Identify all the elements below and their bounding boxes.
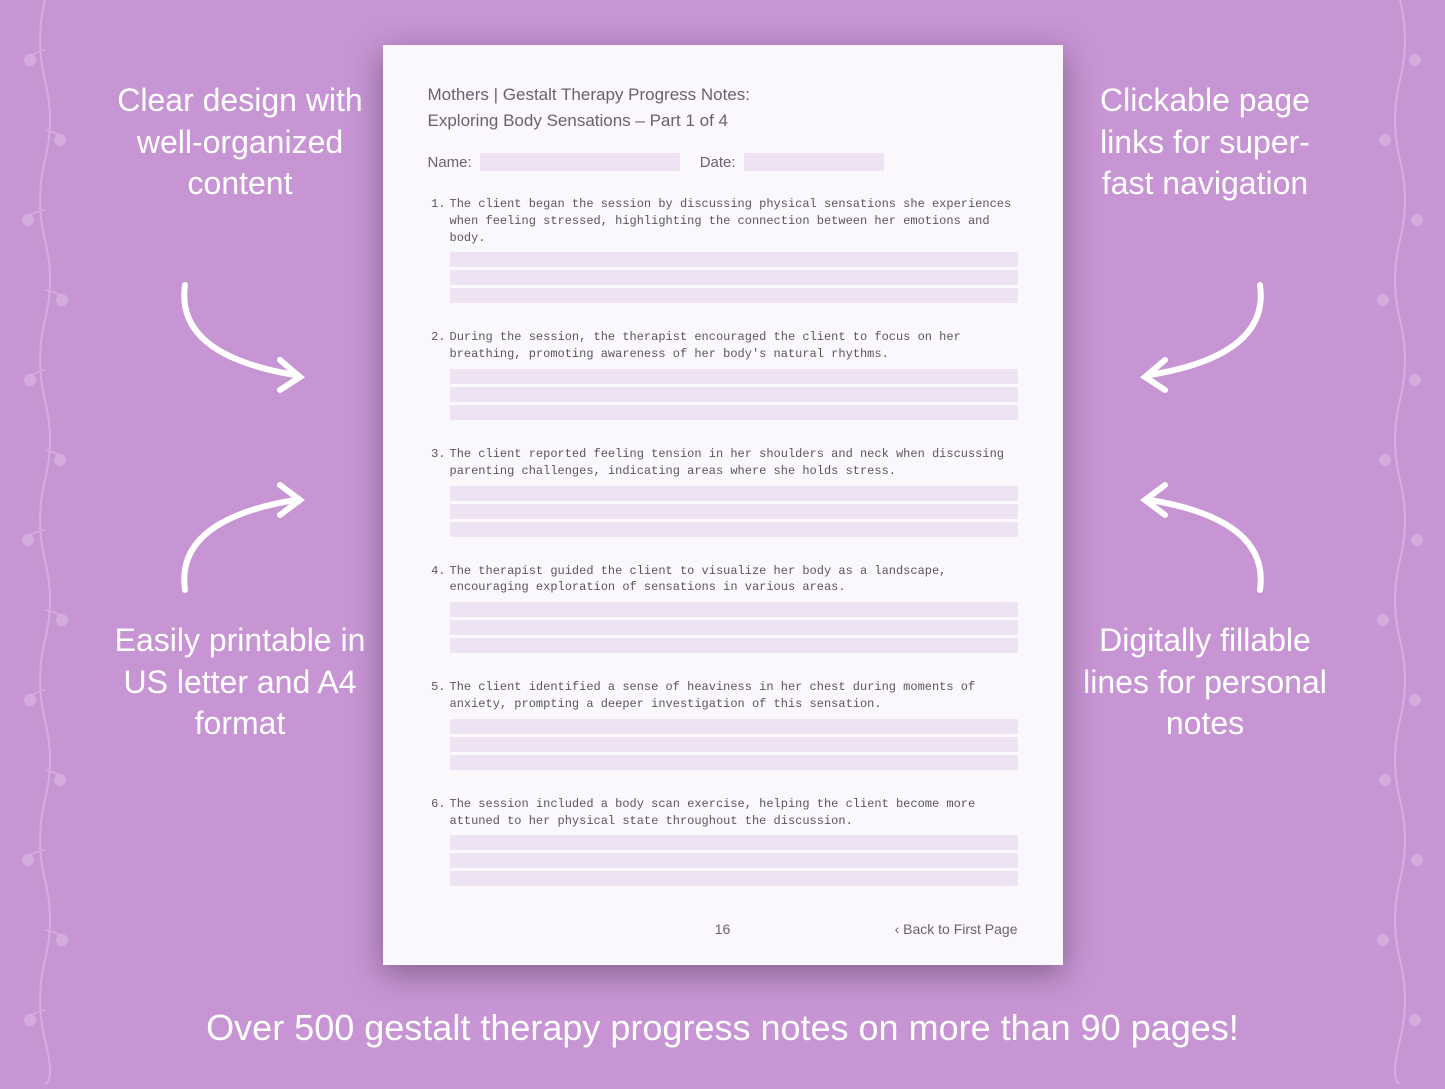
arrow-top-right-icon (1120, 265, 1300, 405)
floral-vine-icon (10, 0, 80, 1084)
item-number: 2. (428, 329, 450, 438)
floral-border-left (10, 0, 80, 1084)
floral-border-right (1365, 0, 1435, 1084)
fillable-lines[interactable] (450, 252, 1018, 303)
floral-vine-icon (1365, 0, 1435, 1084)
fill-line[interactable] (450, 871, 1018, 886)
callout-top-right: Clickable page links for super-fast navi… (1075, 80, 1335, 205)
fill-line[interactable] (450, 853, 1018, 868)
item-text: The session included a body scan exercis… (450, 796, 1018, 830)
note-item: 4.The therapist guided the client to vis… (428, 563, 1018, 672)
item-text: During the session, the therapist encour… (450, 329, 1018, 363)
date-field[interactable] (744, 153, 884, 171)
page-footer: 16 ‹ Back to First Page (428, 921, 1018, 937)
fill-line[interactable] (450, 504, 1018, 519)
item-text: The client began the session by discussi… (450, 196, 1018, 246)
fill-line[interactable] (450, 288, 1018, 303)
note-item: 1.The client began the session by discus… (428, 196, 1018, 321)
fill-line[interactable] (450, 387, 1018, 402)
name-date-row: Name: Date: (428, 153, 1018, 171)
name-field[interactable] (480, 153, 680, 171)
fill-line[interactable] (450, 252, 1018, 267)
arrow-top-left-icon (145, 265, 325, 405)
fill-line[interactable] (450, 602, 1018, 617)
fill-line[interactable] (450, 486, 1018, 501)
arrow-bottom-right-icon (1120, 470, 1300, 610)
fillable-lines[interactable] (450, 719, 1018, 770)
fill-line[interactable] (450, 638, 1018, 653)
item-number: 4. (428, 563, 450, 672)
page-number: 16 (715, 921, 731, 937)
fill-line[interactable] (450, 737, 1018, 752)
fill-line[interactable] (450, 405, 1018, 420)
fill-line[interactable] (450, 522, 1018, 537)
items-list: 1.The client began the session by discus… (428, 196, 1018, 904)
item-text: The client reported feeling tension in h… (450, 446, 1018, 480)
fillable-lines[interactable] (450, 369, 1018, 420)
note-item: 6.The session included a body scan exerc… (428, 796, 1018, 905)
item-text: The client identified a sense of heavine… (450, 679, 1018, 713)
fill-line[interactable] (450, 719, 1018, 734)
fill-line[interactable] (450, 835, 1018, 850)
note-item: 2.During the session, the therapist enco… (428, 329, 1018, 438)
fill-line[interactable] (450, 620, 1018, 635)
item-number: 5. (428, 679, 450, 788)
fill-line[interactable] (450, 755, 1018, 770)
page-subtitle: Exploring Body Sensations – Part 1 of 4 (428, 111, 1018, 131)
note-item: 5.The client identified a sense of heavi… (428, 679, 1018, 788)
back-to-first-link[interactable]: ‹ Back to First Page (895, 921, 1018, 937)
arrow-bottom-left-icon (145, 470, 325, 610)
item-number: 6. (428, 796, 450, 905)
fill-line[interactable] (450, 369, 1018, 384)
item-text: The therapist guided the client to visua… (450, 563, 1018, 597)
name-label: Name: (428, 154, 472, 171)
note-item: 3.The client reported feeling tension in… (428, 446, 1018, 555)
fillable-lines[interactable] (450, 486, 1018, 537)
fillable-lines[interactable] (450, 835, 1018, 886)
callout-top-left: Clear design with well-organized content (110, 80, 370, 205)
callout-bottom-left: Easily printable in US letter and A4 for… (110, 620, 370, 745)
bottom-banner: Over 500 gestalt therapy progress notes … (0, 1007, 1445, 1049)
document-page: Mothers | Gestalt Therapy Progress Notes… (383, 45, 1063, 965)
fill-line[interactable] (450, 270, 1018, 285)
callout-bottom-right: Digitally fillable lines for personal no… (1075, 620, 1335, 745)
date-label: Date: (700, 154, 736, 171)
item-number: 1. (428, 196, 450, 321)
item-number: 3. (428, 446, 450, 555)
page-title: Mothers | Gestalt Therapy Progress Notes… (428, 85, 1018, 105)
fillable-lines[interactable] (450, 602, 1018, 653)
